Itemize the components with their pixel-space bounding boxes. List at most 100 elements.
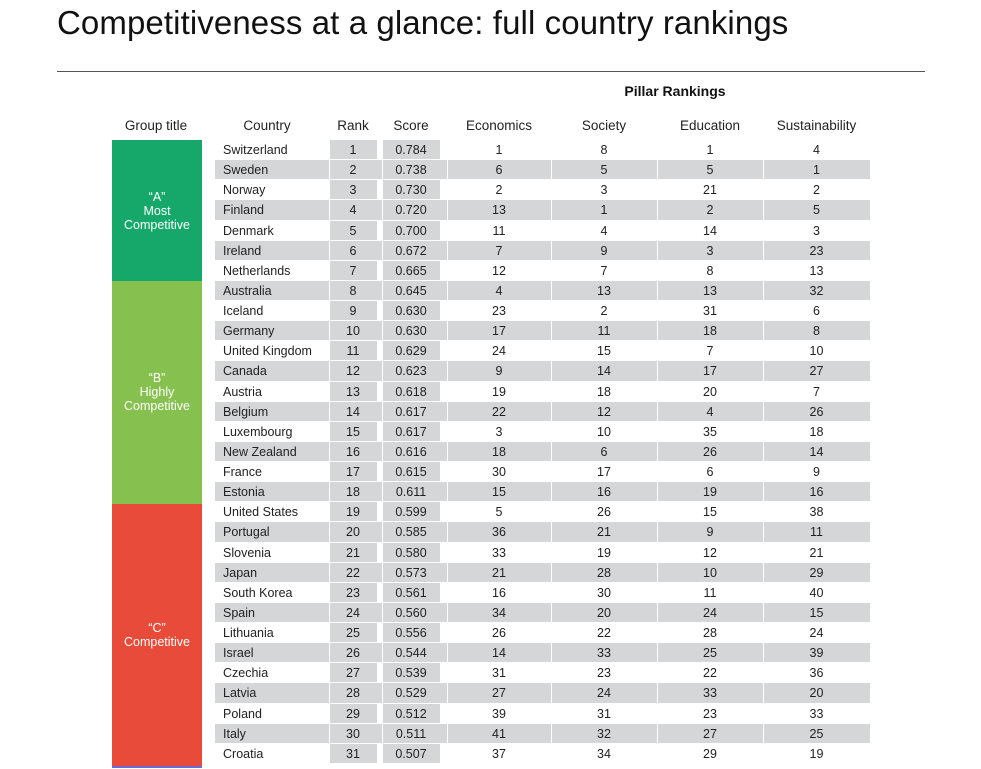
rank-cell-shade [329, 623, 377, 643]
table-row: France 17 0.615 30 17 6 9 [215, 462, 870, 483]
rankings-table-body: Switzerland 1 0.784 1 8 1 4 Sweden 2 0.738 6 5 5 1 Nor… [215, 140, 870, 764]
cell-divider [551, 280, 552, 300]
sustainability-cell: 16 [809, 485, 824, 500]
table-row: Austria 13 0.618 19 18 20 7 [215, 381, 870, 402]
cell-divider [382, 240, 383, 260]
society-cell: 13 [597, 283, 611, 298]
rank-cell-shade [329, 180, 377, 200]
society-cell: 17 [597, 465, 611, 479]
cell-divider [551, 502, 552, 522]
cell-divider [657, 421, 658, 441]
score-cell: 0.539 [395, 666, 427, 681]
education-cell: 4 [706, 404, 714, 419]
economics-cell: 30 [492, 465, 506, 479]
cell-divider [657, 683, 658, 703]
cell-divider [551, 160, 552, 180]
cell-divider [657, 441, 658, 461]
cell-divider [551, 683, 552, 703]
cell-divider [447, 160, 448, 180]
table-row: Australia 8 0.645 4 13 13 32 [215, 280, 870, 301]
cell-divider [657, 220, 658, 240]
country-cell: Estonia [223, 485, 265, 500]
page-title: Competitiveness at a glance: full countr… [57, 4, 789, 41]
score-cell: 0.630 [395, 304, 427, 318]
education-cell: 13 [703, 283, 717, 298]
cell-divider [657, 200, 658, 220]
cell-divider [763, 562, 764, 582]
cell-divider [382, 482, 383, 502]
sustainability-cell: 5 [813, 203, 820, 218]
rank-cell: 21 [346, 545, 360, 560]
cell-divider [657, 301, 658, 321]
header-rank: Rank [337, 118, 369, 133]
country-cell: Sweden [223, 163, 269, 178]
society-cell: 22 [597, 626, 611, 640]
society-cell: 4 [600, 223, 608, 238]
cell-divider [329, 643, 330, 663]
table-row: Germany 10 0.630 17 11 18 8 [215, 321, 870, 342]
cell-divider [447, 482, 448, 502]
education-cell: 14 [703, 223, 717, 238]
score-cell-shade [382, 703, 440, 723]
cell-divider [551, 260, 552, 280]
economics-cell: 9 [495, 364, 503, 379]
table-row: Iceland 9 0.630 23 2 31 6 [215, 301, 870, 322]
cell-divider [447, 683, 448, 703]
cell-divider [329, 200, 330, 220]
cell-divider [382, 280, 383, 300]
rank-cell-shade [329, 341, 377, 361]
cell-divider [551, 703, 552, 723]
society-cell: 33 [597, 646, 611, 661]
header-sustainability: Sustainability [776, 118, 857, 133]
economics-cell: 31 [492, 666, 506, 681]
cell-divider [382, 703, 383, 723]
table-row: United States 19 0.599 5 26 15 38 [215, 502, 870, 523]
cell-divider [763, 200, 764, 220]
education-cell: 2 [706, 203, 714, 218]
education-cell: 29 [703, 746, 717, 761]
cell-divider [447, 401, 448, 421]
economics-cell: 4 [495, 283, 503, 298]
cell-divider [763, 522, 764, 542]
society-cell: 26 [597, 505, 611, 520]
cell-divider [763, 723, 764, 743]
cell-divider [382, 683, 383, 703]
cell-divider [657, 401, 658, 421]
cell-divider [763, 301, 764, 321]
cell-divider [763, 482, 764, 502]
education-cell: 23 [703, 706, 717, 721]
cell-divider [382, 160, 383, 180]
table-row: Italy 30 0.511 41 32 27 25 [215, 723, 870, 744]
education-cell: 5 [706, 163, 714, 178]
rank-cell: 15 [346, 424, 360, 439]
society-cell: 14 [597, 364, 611, 379]
country-cell: South Korea [223, 585, 293, 600]
cell-divider [551, 743, 552, 763]
country-cell: Canada [223, 364, 267, 379]
rank-cell: 30 [346, 726, 360, 741]
sustainability-cell: 26 [809, 404, 824, 419]
cell-divider [329, 160, 330, 180]
rank-cell-shade [329, 140, 377, 160]
country-cell: Croatia [223, 746, 264, 761]
cell-divider [382, 441, 383, 461]
sustainability-cell: 38 [809, 505, 824, 520]
society-cell: 31 [597, 706, 611, 721]
society-cell: 24 [597, 686, 611, 701]
score-cell: 0.630 [395, 324, 427, 339]
table-row: Portugal 20 0.585 36 21 9 11 [215, 522, 870, 543]
cell-divider [382, 401, 383, 421]
society-cell: 9 [600, 243, 608, 258]
society-cell: 6 [600, 444, 608, 459]
cell-divider [763, 462, 764, 482]
rank-cell-shade [329, 663, 377, 683]
rank-cell: 16 [346, 444, 360, 459]
education-cell: 10 [703, 565, 717, 580]
cell-divider [551, 220, 552, 240]
country-cell: Italy [223, 726, 246, 741]
cell-divider [763, 683, 764, 703]
rank-cell-shade [329, 381, 377, 401]
cell-divider [447, 180, 448, 200]
rank-cell: 4 [349, 203, 357, 218]
cell-divider [329, 381, 330, 401]
